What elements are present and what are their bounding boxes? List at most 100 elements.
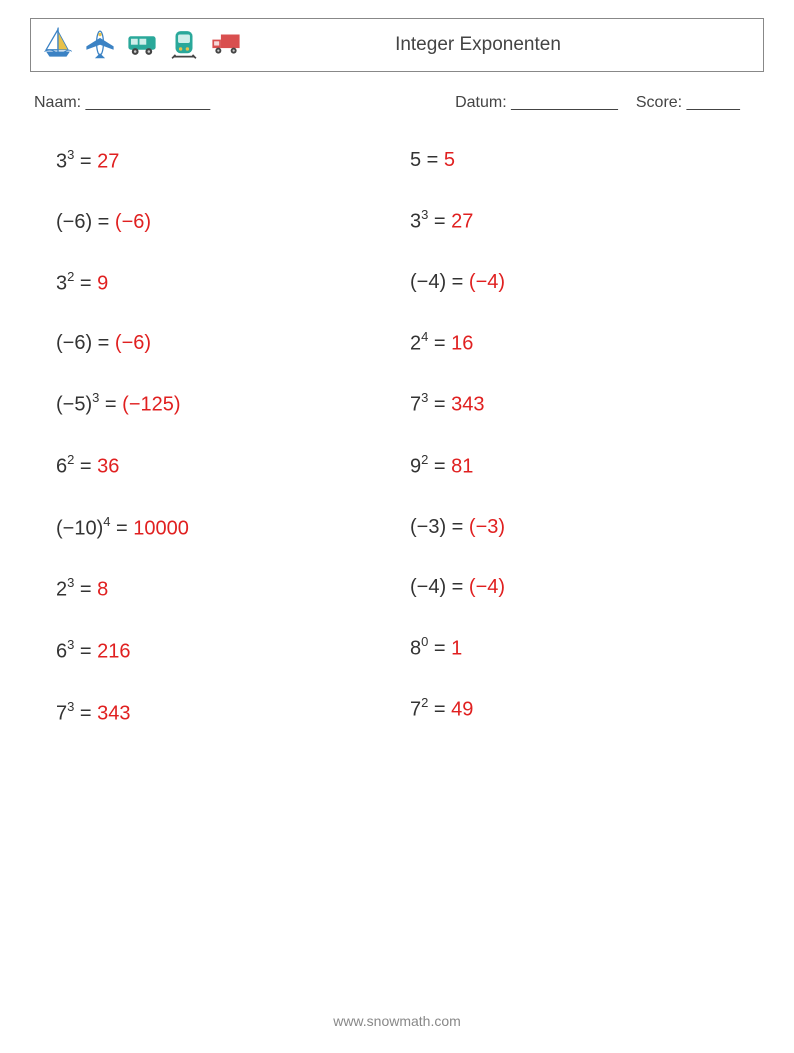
problem-answer: (−3) bbox=[469, 516, 505, 538]
problem: (−6) = (−6) bbox=[56, 331, 410, 355]
sailboat-icon bbox=[41, 26, 75, 65]
problem-answer: 8 bbox=[97, 579, 108, 601]
worksheet-title: Integer Exponenten bbox=[243, 34, 753, 56]
problem-answer: (−4) bbox=[469, 271, 505, 293]
equals-sign: = bbox=[92, 211, 115, 233]
problem-exponent: 4 bbox=[421, 329, 428, 344]
problem-exponent: 0 bbox=[421, 634, 428, 649]
train-icon bbox=[167, 26, 201, 65]
problem-answer: 1 bbox=[451, 637, 462, 659]
problem: 62 = 36 bbox=[56, 453, 410, 479]
equals-sign: = bbox=[74, 151, 97, 173]
problem-answer: (−6) bbox=[115, 332, 151, 354]
problem-answer: 49 bbox=[451, 699, 473, 721]
equals-sign: = bbox=[428, 332, 451, 354]
name-field: Naam: ______________ bbox=[34, 94, 455, 112]
problem-answer: 27 bbox=[451, 211, 473, 233]
equals-sign: = bbox=[428, 394, 451, 416]
problem: (−10)4 = 10000 bbox=[56, 515, 410, 541]
equals-sign: = bbox=[428, 456, 451, 478]
problems-col-right: 5 = 533 = 27(−4) = (−4)24 = 1673 = 34392… bbox=[410, 148, 764, 725]
equals-sign: = bbox=[110, 517, 133, 539]
truck-icon bbox=[209, 26, 243, 65]
problem-answer: (−4) bbox=[469, 576, 505, 598]
problem-answer: 36 bbox=[97, 456, 119, 478]
equals-sign: = bbox=[446, 576, 469, 598]
footer-link: www.snowmath.com bbox=[0, 1013, 794, 1029]
problem: 32 = 9 bbox=[56, 270, 410, 296]
problem-answer: 5 bbox=[444, 149, 455, 171]
problem-answer: 81 bbox=[451, 456, 473, 478]
problem-base: (−4) bbox=[410, 576, 446, 598]
problem-exponent: 3 bbox=[67, 699, 74, 714]
problem-base: (−4) bbox=[410, 271, 446, 293]
problem: (−4) = (−4) bbox=[410, 270, 764, 294]
van-icon bbox=[125, 26, 159, 65]
equals-sign: = bbox=[74, 579, 97, 601]
problem-base: 9 bbox=[410, 456, 421, 478]
problem: 33 = 27 bbox=[410, 208, 764, 234]
equals-sign: = bbox=[74, 456, 97, 478]
problem-exponent: 3 bbox=[67, 637, 74, 652]
problem: (−4) = (−4) bbox=[410, 575, 764, 599]
equals-sign: = bbox=[99, 394, 122, 416]
problems-col-left: 33 = 27(−6) = (−6)32 = 9(−6) = (−6)(−5)3… bbox=[56, 148, 410, 725]
airplane-icon bbox=[83, 26, 117, 65]
problem: 72 = 49 bbox=[410, 696, 764, 722]
problem-answer: 343 bbox=[451, 394, 484, 416]
problem: 80 = 1 bbox=[410, 635, 764, 661]
problem-base: 3 bbox=[410, 211, 421, 233]
problem-exponent: 3 bbox=[67, 147, 74, 162]
problem: 92 = 81 bbox=[410, 453, 764, 479]
problem-exponent: 3 bbox=[421, 390, 428, 405]
problem-exponent: 3 bbox=[421, 207, 428, 222]
problem-answer: 27 bbox=[97, 151, 119, 173]
problem: 23 = 8 bbox=[56, 576, 410, 602]
problem: 63 = 216 bbox=[56, 638, 410, 664]
problem-exponent: 3 bbox=[92, 390, 99, 405]
equals-sign: = bbox=[428, 211, 451, 233]
problem-exponent: 2 bbox=[67, 452, 74, 467]
problem-base: (−6) bbox=[56, 332, 92, 354]
equals-sign: = bbox=[74, 702, 97, 724]
equals-sign: = bbox=[92, 332, 115, 354]
problem-base: 2 bbox=[56, 579, 67, 601]
problem: (−3) = (−3) bbox=[410, 515, 764, 539]
problem-base: (−10) bbox=[56, 517, 103, 539]
equals-sign: = bbox=[74, 272, 97, 294]
header-icons bbox=[41, 26, 243, 65]
problem-exponent: 2 bbox=[67, 269, 74, 284]
problem-base: 8 bbox=[410, 637, 421, 659]
equals-sign: = bbox=[428, 637, 451, 659]
problem-exponent: 2 bbox=[421, 695, 428, 710]
problem: (−5)3 = (−125) bbox=[56, 391, 410, 417]
problem-base: 3 bbox=[56, 272, 67, 294]
problem-base: 7 bbox=[56, 702, 67, 724]
problem-answer: (−125) bbox=[122, 394, 180, 416]
problem: 33 = 27 bbox=[56, 148, 410, 174]
equals-sign: = bbox=[446, 516, 469, 538]
problem-base: 7 bbox=[410, 699, 421, 721]
date-field: Datum: ____________ bbox=[455, 94, 618, 112]
equals-sign: = bbox=[428, 699, 451, 721]
meta-row: Naam: ______________ Datum: ____________… bbox=[30, 94, 764, 112]
header-box: Integer Exponenten bbox=[30, 18, 764, 72]
problem-exponent: 3 bbox=[67, 575, 74, 590]
problem-base: (−6) bbox=[56, 211, 92, 233]
problem: 5 = 5 bbox=[410, 148, 764, 172]
problem-exponent: 2 bbox=[421, 452, 428, 467]
problem-answer: 343 bbox=[97, 702, 130, 724]
problem-base: 3 bbox=[56, 151, 67, 173]
problem-base: (−3) bbox=[410, 516, 446, 538]
problem-base: 6 bbox=[56, 641, 67, 663]
problem-base: (−5) bbox=[56, 394, 92, 416]
problem: 73 = 343 bbox=[56, 700, 410, 726]
problem-answer: 10000 bbox=[133, 517, 189, 539]
problem-answer: 9 bbox=[97, 272, 108, 294]
problem-base: 2 bbox=[410, 332, 421, 354]
problem-answer: (−6) bbox=[115, 211, 151, 233]
problem-base: 5 bbox=[410, 149, 421, 171]
equals-sign: = bbox=[421, 149, 444, 171]
problem: 73 = 343 bbox=[410, 391, 764, 417]
equals-sign: = bbox=[446, 271, 469, 293]
